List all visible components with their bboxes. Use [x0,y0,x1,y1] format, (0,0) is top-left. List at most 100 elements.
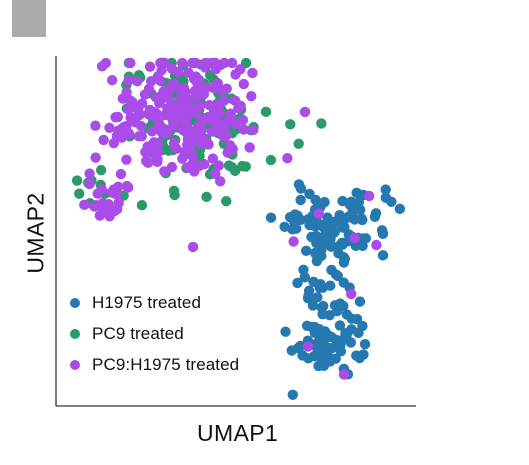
legend-item-pc9-h1975-treated: PC9:H1975 treated [70,349,290,380]
h1975-treated-point [310,194,321,206]
h1975-treated-point [339,253,351,265]
pc9-h1975-treated-point [210,63,222,75]
pc9-h1975-treated-point [238,78,249,90]
h1975-treated-point [394,203,406,215]
pc9-h1975-treated-point [90,120,101,131]
h1975-treated-point [333,215,345,226]
legend-item-pc9-treated: PC9 treated [70,318,290,349]
pc9-h1975-treated-point [230,69,241,80]
h1975-treated-point [336,237,348,249]
h1975-treated-point [345,337,357,348]
pc9-treated-point [316,118,327,129]
pc9-h1975-treated-point [194,138,206,150]
pc9-h1975-treated-point [247,124,259,136]
h1975-treated-point [345,196,357,208]
legend-item-h1975-treated: H1975 treated [70,287,290,318]
h1975-treated-point [376,225,388,236]
y-axis-label: UMAP2 [22,192,49,274]
pc9-h1975-treated-point [213,160,224,171]
legend-dot-h1975-treated [70,297,80,308]
pc9-h1975-treated-point [147,148,158,159]
h1975-treated-point [321,332,333,343]
pc9-h1975-treated-point [123,75,134,86]
pc9-h1975-treated-point [111,204,123,215]
h1975-treated-point [317,309,328,320]
legend-dot-pc9-h1975-treated [70,359,80,370]
legend-label-h1975-treated: H1975 treated [92,292,202,312]
pc9-h1975-treated-point [349,232,360,244]
pc9-h1975-treated-point [189,85,201,96]
pc9-h1975-treated-point [106,75,118,86]
h1975-treated-point [280,326,291,337]
pc9-h1975-treated-point [132,76,143,87]
h1975-treated-point [319,222,331,234]
h1975-treated-point [346,324,357,335]
pc9-h1975-treated-point [152,137,164,148]
gray-corner-block [12,0,46,37]
pc9-treated-point [136,200,148,211]
pc9-h1975-treated-point [211,82,222,94]
h1975-treated-point [338,277,349,288]
h1975-treated-point [320,231,332,242]
pc9-h1975-treated-point [247,67,258,79]
h1975-treated-point [302,214,314,225]
h1975-treated-point [310,247,321,259]
pc9-h1975-treated-point [225,108,236,119]
h1975-treated-point [377,250,389,261]
legend: H1975 treated PC9 treated PC9:H1975 trea… [70,287,290,380]
h1975-treated-point [329,300,341,311]
h1975-treated-point [279,221,290,232]
pc9-h1975-treated-point [168,121,179,133]
pc9-h1975-treated-point [142,157,154,169]
pc9-h1975-treated-point [187,241,199,253]
pc9-h1975-treated-point [200,57,211,69]
pc9-h1975-treated-point [116,132,127,143]
h1975-treated-point [303,285,315,296]
h1975-treated-point [320,341,331,353]
legend-label-pc9-h1975-treated: PC9:H1975 treated [92,354,240,374]
pc9-h1975-treated-point [233,103,244,114]
pc9-h1975-treated-point [125,112,136,123]
pc9-h1975-treated-point [364,190,375,202]
pc9-h1975-treated-point [144,61,156,72]
h1975-treated-point [265,212,277,223]
h1975-treated-point [334,320,346,331]
h1975-treated-point [354,296,366,307]
pc9-h1975-treated-point [180,87,191,98]
h1975-treated-point [325,241,337,252]
pc9-h1975-treated-point [346,288,357,300]
h1975-treated-point [292,277,303,289]
h1975-treated-point [318,360,330,372]
pc9-h1975-treated-point [371,239,382,251]
pc9-h1975-treated-point [159,166,170,177]
pc9-h1975-treated-point [288,236,299,247]
h1975-treated-point [301,320,313,331]
pc9-h1975-treated-point [177,57,188,69]
pc9-h1975-treated-point [204,99,215,111]
pc9-treated-point [95,164,107,176]
pc9-treated-point [201,191,212,203]
pc9-treated-point [265,154,277,166]
pc9-h1975-treated-point [157,122,169,134]
h1975-treated-point [295,194,306,206]
pc9-h1975-treated-point [188,73,200,84]
pc9-h1975-treated-point [121,87,132,98]
legend-label-pc9-treated: PC9 treated [92,323,184,343]
pc9-h1975-treated-point [226,57,238,69]
h1975-treated-point [351,350,362,361]
pc9-h1975-treated-point [299,106,311,118]
x-axis-label: UMAP1 [197,420,279,446]
pc9-h1975-treated-point [104,122,115,134]
pc9-h1975-treated-point [154,98,165,109]
h1975-treated-point [300,245,312,256]
pc9-h1975-treated-point [84,178,95,189]
h1975-treated-point [380,184,391,195]
pc9-h1975-treated-point [149,107,160,118]
h1975-treated-point [307,300,319,311]
pc9-h1975-treated-point [302,341,314,352]
pc9-h1975-treated-point [121,120,132,132]
pc9-h1975-treated-point [219,57,230,69]
h1975-treated-point [380,192,392,203]
h1975-treated-point [287,389,298,400]
